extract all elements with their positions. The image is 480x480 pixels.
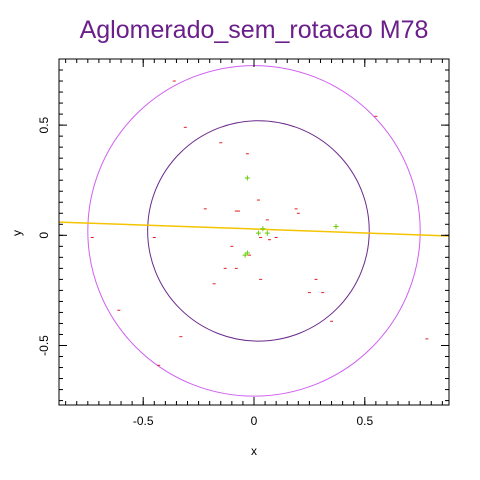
plot-frame <box>58 58 450 406</box>
axes: -0.5 0 0.5 -0.5 0 0.5 <box>37 58 449 428</box>
plus-point <box>255 230 261 236</box>
plus-point <box>333 223 339 229</box>
fit-line <box>59 221 449 237</box>
y-axis-label: y <box>10 230 24 236</box>
x-tick-label: 0.5 <box>356 414 373 428</box>
plus-point <box>260 226 266 232</box>
plot-marks <box>59 65 449 397</box>
x-tick-label: -0.5 <box>133 414 154 428</box>
chart-title: Aglomerado_sem_rotacao M78 <box>80 16 429 44</box>
x-axis-label: x <box>251 444 257 458</box>
x-tick-label: 0 <box>251 414 258 428</box>
plus-point <box>244 175 250 181</box>
inner-circle <box>147 120 370 342</box>
plus-point <box>242 252 248 258</box>
outer-circle <box>87 65 421 397</box>
y-tick-label: 0 <box>37 232 51 239</box>
plot-area <box>59 65 449 397</box>
plus-point <box>244 250 250 256</box>
plus-point <box>264 230 270 236</box>
y-tick-label: 0.5 <box>37 116 51 133</box>
y-tick-label: -0.5 <box>37 335 51 356</box>
